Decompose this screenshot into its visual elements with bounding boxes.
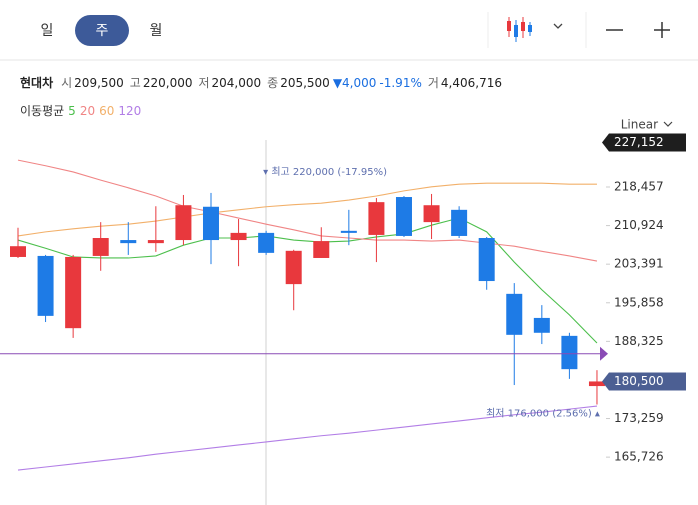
tab[interactable]: 일 <box>41 23 54 39</box>
candle-body <box>368 202 385 235</box>
annotation: 최저 176,000 (2.56%) ▴ <box>486 408 600 420</box>
change-pct: -1.91% <box>379 76 422 90</box>
y-tick-label: 218,457 <box>614 179 664 193</box>
tab[interactable]: 월 <box>150 23 163 39</box>
scale-dropdown[interactable] <box>663 121 673 127</box>
icon-part <box>521 22 525 31</box>
icon-part <box>514 25 518 37</box>
candle-body <box>10 246 26 257</box>
dropdown-icon[interactable] <box>553 23 563 29</box>
ma-line <box>17 182 597 237</box>
candle-body <box>285 250 302 285</box>
field-label: 고 <box>129 76 141 90</box>
field-value: 204,000 <box>211 76 262 90</box>
candle-body <box>147 240 164 244</box>
y-tick-label: 195,858 <box>614 295 664 309</box>
change: ▼4,000 <box>332 76 377 90</box>
candle-body <box>340 230 357 233</box>
zoom-in[interactable] <box>654 22 670 38</box>
ma-line <box>17 405 598 471</box>
candle-body <box>37 255 54 316</box>
ma-line <box>17 217 598 344</box>
candle-body <box>313 241 330 258</box>
candle-body <box>451 209 468 236</box>
legend-entry: 20 <box>79 104 96 118</box>
field-label: 종 <box>267 76 279 90</box>
legend-entry: 120 <box>118 104 142 118</box>
candle-body <box>588 381 605 387</box>
volume: 4,406,716 <box>440 76 502 90</box>
stock-name: 현대차 <box>20 76 54 90</box>
legend-entry: 60 <box>99 104 115 118</box>
tab-selected-bg <box>75 15 129 46</box>
field-label: 시 <box>61 76 73 90</box>
chart-type-icon[interactable] <box>507 17 532 42</box>
field-value: 220,000 <box>142 76 193 90</box>
scale-mode[interactable]: Linear <box>621 118 658 132</box>
price-line-handle <box>600 346 608 361</box>
icon-part <box>507 21 511 31</box>
candle-body <box>120 240 137 244</box>
y-tick-label: 165,726 <box>614 450 664 464</box>
quote-line: 현대차 시 209,500 고 220,000 저 204,000 종 205,500 ▼4,00… <box>20 74 502 91</box>
candle-body <box>423 205 440 223</box>
price-tag-label: 227,152 <box>614 135 664 149</box>
field-value: 205,500 <box>280 76 330 90</box>
candle-body <box>230 232 247 241</box>
ma-legend: 이동평균 5 20 60 120 <box>20 102 141 119</box>
y-tick-label: 203,391 <box>614 257 664 271</box>
candle-body <box>561 335 578 370</box>
ma-line <box>17 159 598 262</box>
candle-body <box>506 293 523 335</box>
tab[interactable]: 주 <box>96 23 109 39</box>
field-value: 209,500 <box>74 76 124 90</box>
candle-body <box>395 197 412 236</box>
field-label: 거 <box>427 76 439 90</box>
candle-body <box>65 256 82 329</box>
candle-body <box>258 232 275 253</box>
annotation: ▾ 최고 220,000 (-17.95%) <box>263 166 387 178</box>
legend-entry: 5 <box>68 104 76 118</box>
price-tag-label: 180,500 <box>614 374 664 388</box>
field-label: 저 <box>198 76 210 90</box>
price-tag <box>602 372 686 391</box>
y-tick-label: 210,924 <box>614 218 664 232</box>
price-tag <box>602 133 686 152</box>
ma-label: 이동평균 <box>20 104 65 118</box>
candle-body <box>92 238 109 256</box>
y-tick-label: 173,259 <box>614 411 664 425</box>
candle-body <box>533 317 550 333</box>
icon-part <box>528 25 532 32</box>
candle-body <box>202 206 219 241</box>
candle-body <box>478 238 495 282</box>
y-tick-label: 188,325 <box>614 334 664 348</box>
candle-body <box>175 205 192 241</box>
